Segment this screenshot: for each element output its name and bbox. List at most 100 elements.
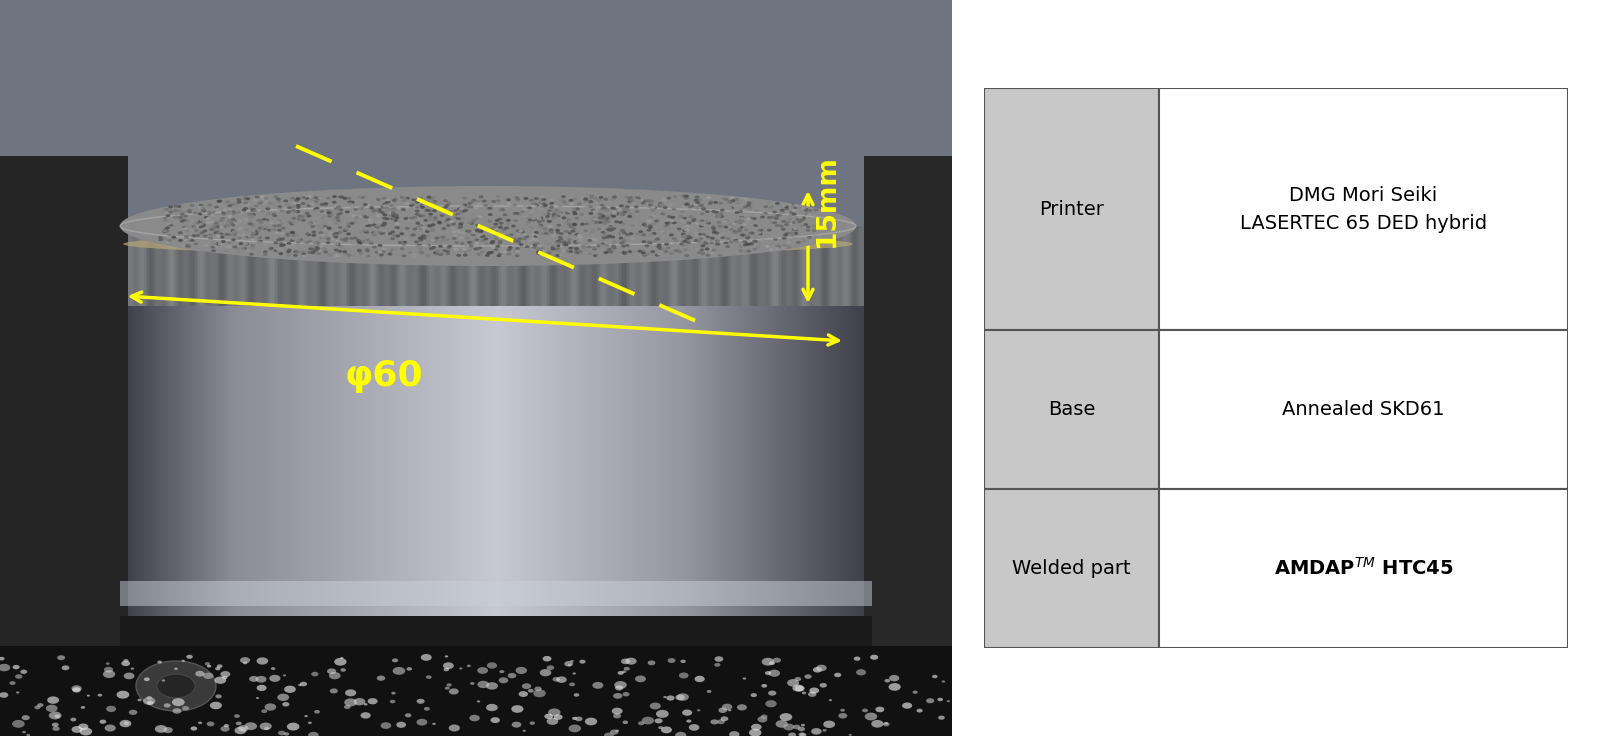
Circle shape (782, 235, 787, 238)
Circle shape (602, 231, 606, 234)
Bar (709, 246, 710, 656)
Bar (594, 246, 595, 656)
Circle shape (741, 197, 746, 200)
Circle shape (506, 198, 510, 202)
Bar (501, 226, 502, 306)
Circle shape (515, 196, 520, 199)
Circle shape (299, 217, 304, 220)
Circle shape (651, 232, 656, 235)
Circle shape (227, 215, 232, 218)
Circle shape (432, 199, 437, 202)
Circle shape (202, 210, 206, 213)
Circle shape (366, 217, 371, 220)
Circle shape (578, 202, 582, 205)
Bar (370, 226, 371, 306)
Circle shape (493, 230, 498, 233)
Circle shape (699, 219, 704, 222)
Circle shape (227, 245, 232, 248)
Circle shape (184, 244, 189, 247)
Bar (616, 246, 618, 656)
Circle shape (376, 676, 386, 681)
Circle shape (336, 243, 341, 246)
Circle shape (310, 253, 315, 256)
Circle shape (784, 236, 789, 238)
Circle shape (789, 205, 794, 208)
Bar (333, 226, 334, 306)
Circle shape (512, 204, 517, 207)
Bar (725, 246, 726, 656)
Circle shape (656, 238, 661, 241)
Bar (648, 246, 650, 656)
Circle shape (875, 707, 885, 712)
Circle shape (475, 217, 480, 220)
Circle shape (781, 227, 786, 231)
Circle shape (587, 238, 592, 241)
Circle shape (339, 238, 344, 241)
Bar (283, 226, 285, 306)
Circle shape (278, 252, 283, 255)
Circle shape (216, 208, 221, 211)
Bar (352, 246, 354, 656)
Circle shape (410, 203, 414, 206)
Circle shape (754, 233, 758, 236)
Bar (752, 246, 754, 656)
Bar (781, 246, 782, 656)
Circle shape (514, 202, 518, 205)
Bar (814, 246, 816, 656)
Circle shape (424, 202, 429, 205)
Circle shape (619, 229, 624, 232)
Circle shape (403, 237, 408, 241)
Circle shape (446, 218, 451, 221)
Circle shape (741, 220, 746, 223)
Bar (315, 246, 317, 656)
Circle shape (558, 232, 563, 235)
Bar (533, 246, 534, 656)
Circle shape (738, 227, 742, 230)
Circle shape (293, 202, 298, 205)
Bar (144, 226, 146, 306)
Bar (254, 226, 256, 306)
Bar (302, 246, 304, 656)
Bar (165, 246, 166, 656)
Circle shape (888, 683, 901, 691)
Circle shape (309, 247, 314, 250)
Bar (282, 226, 283, 306)
Circle shape (326, 668, 336, 674)
Circle shape (672, 237, 677, 241)
Circle shape (368, 219, 373, 222)
Bar (557, 246, 558, 656)
Circle shape (602, 215, 606, 218)
Circle shape (792, 228, 797, 231)
Circle shape (701, 233, 706, 236)
Circle shape (614, 681, 627, 689)
Circle shape (626, 658, 637, 665)
Circle shape (163, 216, 168, 219)
Bar (0, 0, 952, 386)
Circle shape (451, 237, 456, 240)
Circle shape (646, 241, 651, 244)
Bar (266, 226, 267, 306)
Circle shape (744, 229, 749, 232)
Circle shape (789, 211, 794, 214)
Circle shape (554, 715, 563, 720)
Circle shape (757, 242, 762, 245)
Bar (277, 226, 278, 306)
Circle shape (651, 208, 656, 211)
Circle shape (338, 253, 342, 256)
Circle shape (534, 197, 539, 200)
Circle shape (624, 196, 629, 199)
Circle shape (386, 200, 390, 204)
Circle shape (789, 213, 794, 216)
Circle shape (218, 236, 222, 238)
Bar (456, 246, 458, 656)
Bar (723, 246, 725, 656)
Circle shape (362, 214, 366, 217)
Circle shape (320, 210, 325, 213)
Bar (728, 226, 730, 306)
Circle shape (320, 211, 325, 214)
Bar (147, 246, 149, 656)
Circle shape (307, 251, 312, 254)
Circle shape (632, 250, 637, 253)
Bar (658, 246, 659, 656)
Bar (782, 226, 784, 306)
